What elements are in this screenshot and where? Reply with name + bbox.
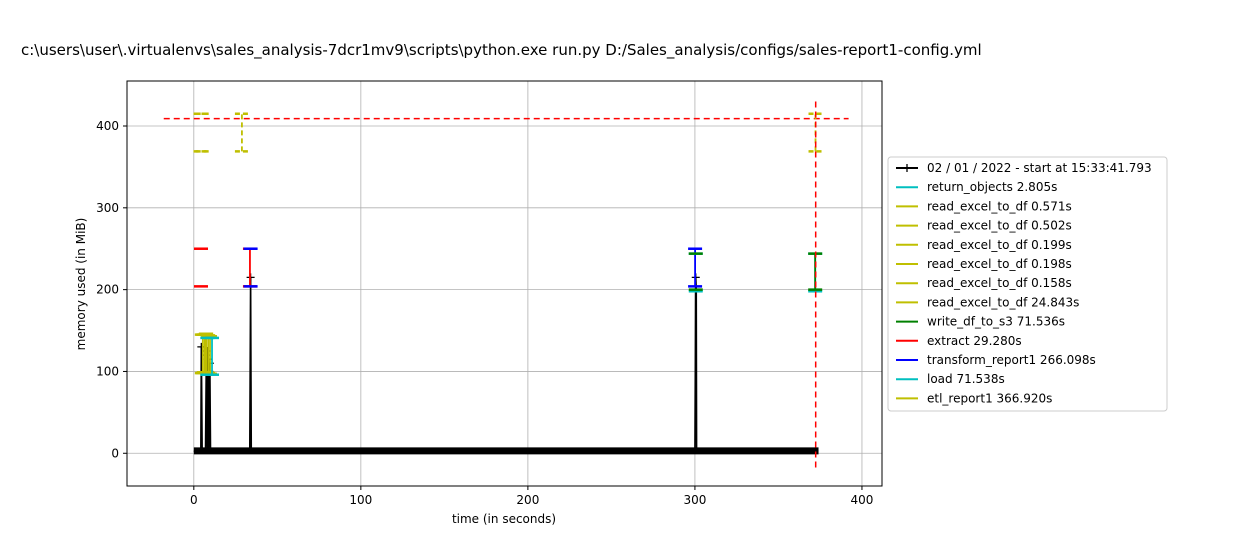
legend: 02 / 01 / 2022 - start at 15:33:41.793 re… <box>887 156 1168 412</box>
legend-entry: read_excel_to_df 0.198s <box>896 257 1072 271</box>
legend-label: load 71.538s <box>927 372 1005 386</box>
legend-entry: load 71.538s <box>896 372 1005 386</box>
x-tick-label: 400 <box>851 493 874 507</box>
legend-entry: 02 / 01 / 2022 - start at 15:33:41.793 <box>896 161 1152 175</box>
function-bracket <box>200 336 220 376</box>
x-tick-label: 300 <box>683 493 706 507</box>
y-tick-label: 300 <box>96 201 119 215</box>
y-tick-label: 0 <box>111 446 119 460</box>
legend-label: read_excel_to_df 0.502s <box>927 219 1072 233</box>
memory-series-line <box>193 277 819 453</box>
legend-label: read_excel_to_df 0.158s <box>927 276 1072 290</box>
legend-entry: write_df_to_s3 71.536s <box>896 315 1065 329</box>
legend-label: read_excel_to_df 24.843s <box>927 295 1079 309</box>
chart-title: c:\users\user\.virtualenvs\sales_analysi… <box>21 41 982 60</box>
y-axis-label: memory used (in MiB) <box>74 218 88 351</box>
legend-label: transform_report1 266.098s <box>927 353 1096 367</box>
legend-entry: extract 29.280s <box>896 334 1022 348</box>
y-tick-label: 400 <box>96 119 119 133</box>
legend-label: read_excel_to_df 0.571s <box>927 199 1072 213</box>
legend-entry: etl_report1 366.920s <box>896 391 1052 405</box>
x-tick-label: 200 <box>516 493 539 507</box>
x-tick-label: 0 <box>190 493 198 507</box>
legend-label: read_excel_to_df 0.198s <box>927 257 1072 271</box>
legend-entry: return_objects 2.805s <box>896 180 1057 194</box>
function-bracket <box>193 247 257 288</box>
legend-label: etl_report1 366.920s <box>927 391 1052 405</box>
legend-label: return_objects 2.805s <box>927 180 1057 194</box>
legend-entry: read_excel_to_df 0.502s <box>896 219 1072 233</box>
y-tick-label: 200 <box>96 283 119 297</box>
legend-entry: read_excel_to_df 0.571s <box>896 199 1072 213</box>
legend-entry: read_excel_to_df 0.158s <box>896 276 1072 290</box>
legend-label: 02 / 01 / 2022 - start at 15:33:41.793 <box>927 161 1152 175</box>
legend-entry: read_excel_to_df 24.843s <box>896 295 1079 309</box>
function-bracket <box>688 252 823 291</box>
legend-marker <box>903 164 911 172</box>
plot-frame <box>126 80 883 487</box>
legend-label: read_excel_to_df 0.199s <box>927 238 1072 252</box>
legend-entry: transform_report1 266.098s <box>896 353 1096 367</box>
function-bracket <box>688 252 823 293</box>
legend-frame <box>887 156 1168 412</box>
function-bracket <box>193 112 249 153</box>
legend-entry: read_excel_to_df 0.199s <box>896 238 1072 252</box>
legend-label: write_df_to_s3 71.536s <box>927 315 1065 329</box>
legend-label: extract 29.280s <box>927 334 1022 348</box>
y-tick-label: 100 <box>96 364 119 378</box>
x-axis-label: time (in seconds) <box>452 512 556 526</box>
x-tick-label: 100 <box>349 493 372 507</box>
plot-area <box>127 81 882 486</box>
function-bracket <box>243 247 703 288</box>
